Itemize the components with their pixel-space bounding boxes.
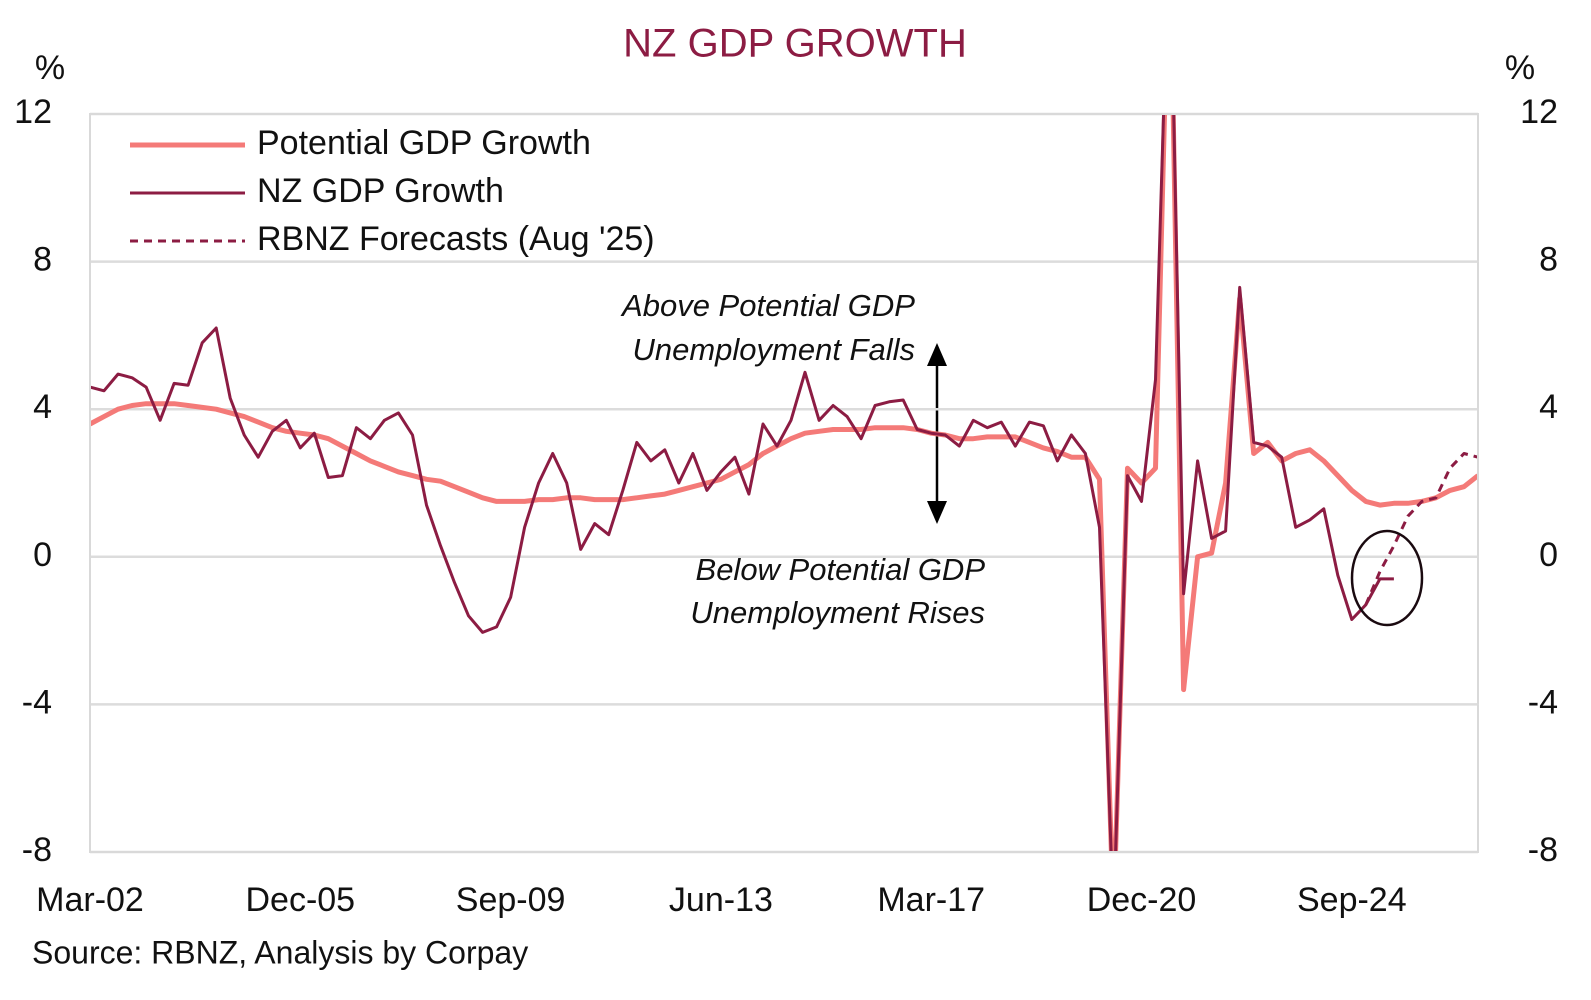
plot-frame (89, 113, 1479, 853)
y-axis-label: % (35, 49, 65, 87)
legend: Potential GDP Growth NZ GDP Growth RBNZ Fo… (130, 124, 655, 258)
annotation: Unemployment Rises (690, 595, 985, 630)
x-tick-label: Jun-13 (669, 881, 773, 919)
y2-tick-label: 12 (1520, 93, 1558, 131)
y2-tick-label: 4 (1539, 388, 1558, 426)
y-tick-label: -4 (22, 683, 52, 721)
y-tick-label: 12 (14, 93, 52, 131)
x-tick-label: Mar-17 (877, 881, 985, 919)
x-tick-label: Sep-24 (1297, 881, 1407, 919)
chart-title: NZ GDP GROWTH (623, 22, 967, 66)
plot-lines (90, 114, 1478, 852)
x-tick-label: Mar-02 (36, 881, 144, 919)
legend-label: RBNZ Forecasts (Aug '25) (257, 220, 655, 258)
source-note: Source: RBNZ, Analysis by Corpay (32, 934, 528, 970)
y-tick-label: 0 (33, 536, 52, 574)
series-line (90, 114, 1394, 852)
highlight-circle (1350, 529, 1424, 627)
y2-tick-label: 8 (1539, 241, 1558, 279)
x-tick-label: Sep-09 (456, 881, 566, 919)
annotation: Unemployment Falls (632, 332, 915, 367)
y-tick-label: 4 (33, 388, 52, 426)
x-tick-label: Dec-05 (245, 881, 355, 919)
y2-tick-label: -8 (1528, 831, 1558, 869)
y-tick-label: 8 (33, 241, 52, 279)
annotation: Above Potential GDP (620, 288, 915, 323)
legend-label: Potential GDP Growth (257, 124, 591, 162)
y2-tick-label: -4 (1528, 683, 1558, 721)
y-tick-label: -8 (22, 831, 52, 869)
series-line (1364, 452, 1478, 606)
legend-label: NZ GDP Growth (257, 172, 504, 210)
y2-axis-label: % (1505, 49, 1535, 87)
x-tick-label: Dec-20 (1087, 881, 1197, 919)
y2-tick-label: 0 (1539, 536, 1558, 574)
